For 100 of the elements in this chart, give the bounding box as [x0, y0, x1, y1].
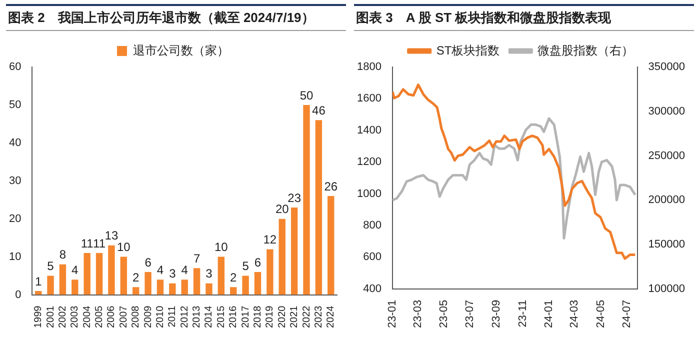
- y-tick-label: 10: [8, 250, 22, 263]
- data-label: 6: [254, 255, 262, 270]
- data-label: 2: [230, 270, 238, 284]
- x-tick-label: 2005: [94, 305, 106, 328]
- x-tick-label: 2018: [252, 305, 264, 328]
- y2-tick-label: 100000: [648, 282, 686, 295]
- chart-title: 图表 3 A 股 ST 板块指数和微盘股指数表现: [354, 4, 694, 31]
- data-label: 12: [263, 232, 277, 247]
- y-tick-label: 50: [8, 98, 22, 111]
- data-label: 4: [72, 262, 79, 277]
- x-tick-label: 2006: [106, 305, 118, 328]
- data-label: 11: [80, 236, 94, 250]
- x-tick-label: 23-01: [386, 300, 398, 328]
- x-tick-label: 2001: [45, 305, 56, 328]
- data-label: 3: [169, 266, 176, 281]
- data-label: 46: [312, 103, 326, 118]
- data-label: 20: [275, 202, 290, 216]
- x-tick-label: 2022: [301, 305, 312, 328]
- y-tick-label: 800: [363, 220, 382, 232]
- x-tick-label: 2023: [313, 305, 324, 328]
- x-tick-label: 23-11: [516, 300, 529, 328]
- x-tick-label: 2011: [167, 305, 178, 328]
- bar: [266, 249, 274, 295]
- data-label: 23: [288, 190, 302, 205]
- x-tick-label: 24-05: [594, 300, 607, 328]
- data-label: 2: [132, 270, 140, 284]
- bar: [242, 276, 249, 295]
- x-tick-label: 23-07: [464, 300, 476, 328]
- bar: [169, 283, 176, 295]
- data-label: 10: [116, 240, 131, 254]
- data-label: 8: [59, 248, 66, 262]
- y-tick-label: 0: [15, 288, 22, 301]
- bar: [59, 264, 66, 295]
- bar: [230, 287, 237, 295]
- x-tick-label: 2021: [289, 305, 300, 328]
- x-tick-label: 24-07: [621, 300, 634, 328]
- bar: [47, 276, 54, 295]
- x-tick-label: 2007: [118, 305, 130, 328]
- data-label: 50: [300, 88, 314, 102]
- bar: [84, 253, 90, 295]
- y2-tick-label: 350000: [648, 61, 686, 74]
- y2-tick-label: 200000: [648, 194, 686, 206]
- bar: [120, 256, 128, 295]
- x-tick-label: 2008: [130, 305, 142, 328]
- bar: [290, 207, 298, 295]
- legend-label: ST板块指数: [436, 43, 500, 58]
- bar: [206, 283, 212, 295]
- x-tick-label: 24-03: [568, 300, 581, 328]
- data-label: 5: [47, 259, 54, 274]
- y-tick-label: 1600: [356, 92, 382, 105]
- y2-tick-label: 300000: [648, 105, 686, 118]
- x-tick-label: 23-03: [412, 300, 424, 328]
- y-tick-label: 1800: [356, 61, 382, 74]
- data-label: 3: [206, 266, 213, 281]
- x-tick-label: 2014: [204, 305, 215, 328]
- x-tick-label: 23-05: [438, 300, 450, 328]
- data-label: 4: [156, 262, 164, 277]
- x-tick-label: 23-09: [490, 300, 503, 328]
- data-label: 11: [93, 236, 106, 250]
- y-tick-label: 20: [8, 212, 22, 225]
- bar: [254, 272, 262, 295]
- x-tick-label: 1999: [33, 305, 44, 328]
- x-tick-label: 2010: [154, 305, 166, 328]
- bar: [328, 196, 334, 295]
- bar: [181, 280, 188, 295]
- bar: [132, 287, 140, 295]
- x-tick-label: 24-01: [543, 300, 555, 328]
- y-tick-label: 30: [8, 174, 22, 187]
- x-tick-label: 2003: [70, 305, 81, 328]
- data-label: 26: [324, 179, 338, 194]
- chart-title: 图表 2 我国上市公司历年退市数（截至 2024/7/19）: [6, 4, 346, 31]
- legend-label: 退市公司数（家）: [133, 43, 229, 58]
- x-tick-label: 2019: [264, 305, 276, 328]
- bar: [278, 218, 286, 295]
- x-tick-label: 2016: [228, 305, 240, 328]
- bar: [108, 245, 115, 295]
- data-label: 6: [144, 255, 152, 270]
- y-tick-label: 40: [8, 136, 22, 149]
- bar: [156, 280, 164, 295]
- data-label: 7: [193, 251, 200, 266]
- data-label: 10: [214, 240, 228, 254]
- data-label: 4: [181, 262, 188, 277]
- y-tick-label: 1200: [356, 156, 382, 168]
- x-tick-label: 2024: [326, 305, 337, 328]
- y-tick-label: 1400: [356, 124, 382, 136]
- y-tick-label: 1000: [356, 188, 382, 200]
- bar: [72, 280, 78, 295]
- bar: [193, 268, 200, 295]
- bar: [96, 253, 103, 295]
- x-tick-label: 2020: [276, 305, 288, 328]
- legend-label: 微盘股指数（右）: [538, 43, 634, 58]
- x-tick-label: 2013: [192, 305, 203, 328]
- y-tick-label: 600: [363, 251, 382, 264]
- data-label: 13: [104, 228, 118, 243]
- bar: [303, 104, 310, 295]
- y-tick-label: 60: [8, 61, 22, 74]
- x-tick-label: 2004: [82, 305, 93, 328]
- bar: [144, 272, 152, 295]
- y2-tick-label: 250000: [648, 150, 686, 162]
- y2-tick-label: 150000: [648, 238, 686, 251]
